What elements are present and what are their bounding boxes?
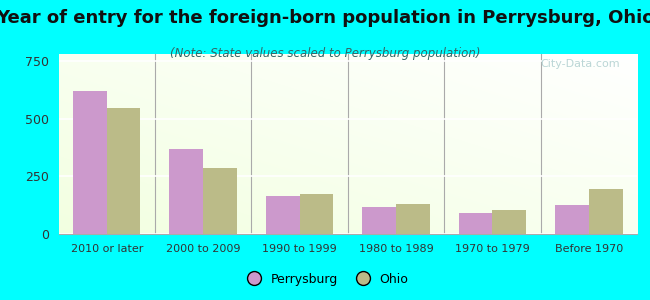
Legend: Perrysburg, Ohio: Perrysburg, Ohio — [237, 268, 413, 291]
Bar — [266, 196, 300, 234]
Bar — [589, 189, 623, 234]
Bar — [459, 213, 493, 234]
Bar — [170, 148, 203, 234]
Bar — [203, 168, 237, 234]
Bar — [493, 210, 526, 234]
Bar — [396, 204, 430, 234]
Bar — [107, 108, 140, 234]
Bar — [362, 208, 396, 234]
Bar — [73, 91, 107, 234]
Text: (Note: State values scaled to Perrysburg population): (Note: State values scaled to Perrysburg… — [170, 46, 480, 59]
Bar — [300, 194, 333, 234]
Text: City-Data.com: City-Data.com — [540, 59, 619, 69]
Bar — [555, 205, 589, 234]
Text: Year of entry for the foreign-born population in Perrysburg, Ohio: Year of entry for the foreign-born popul… — [0, 9, 650, 27]
